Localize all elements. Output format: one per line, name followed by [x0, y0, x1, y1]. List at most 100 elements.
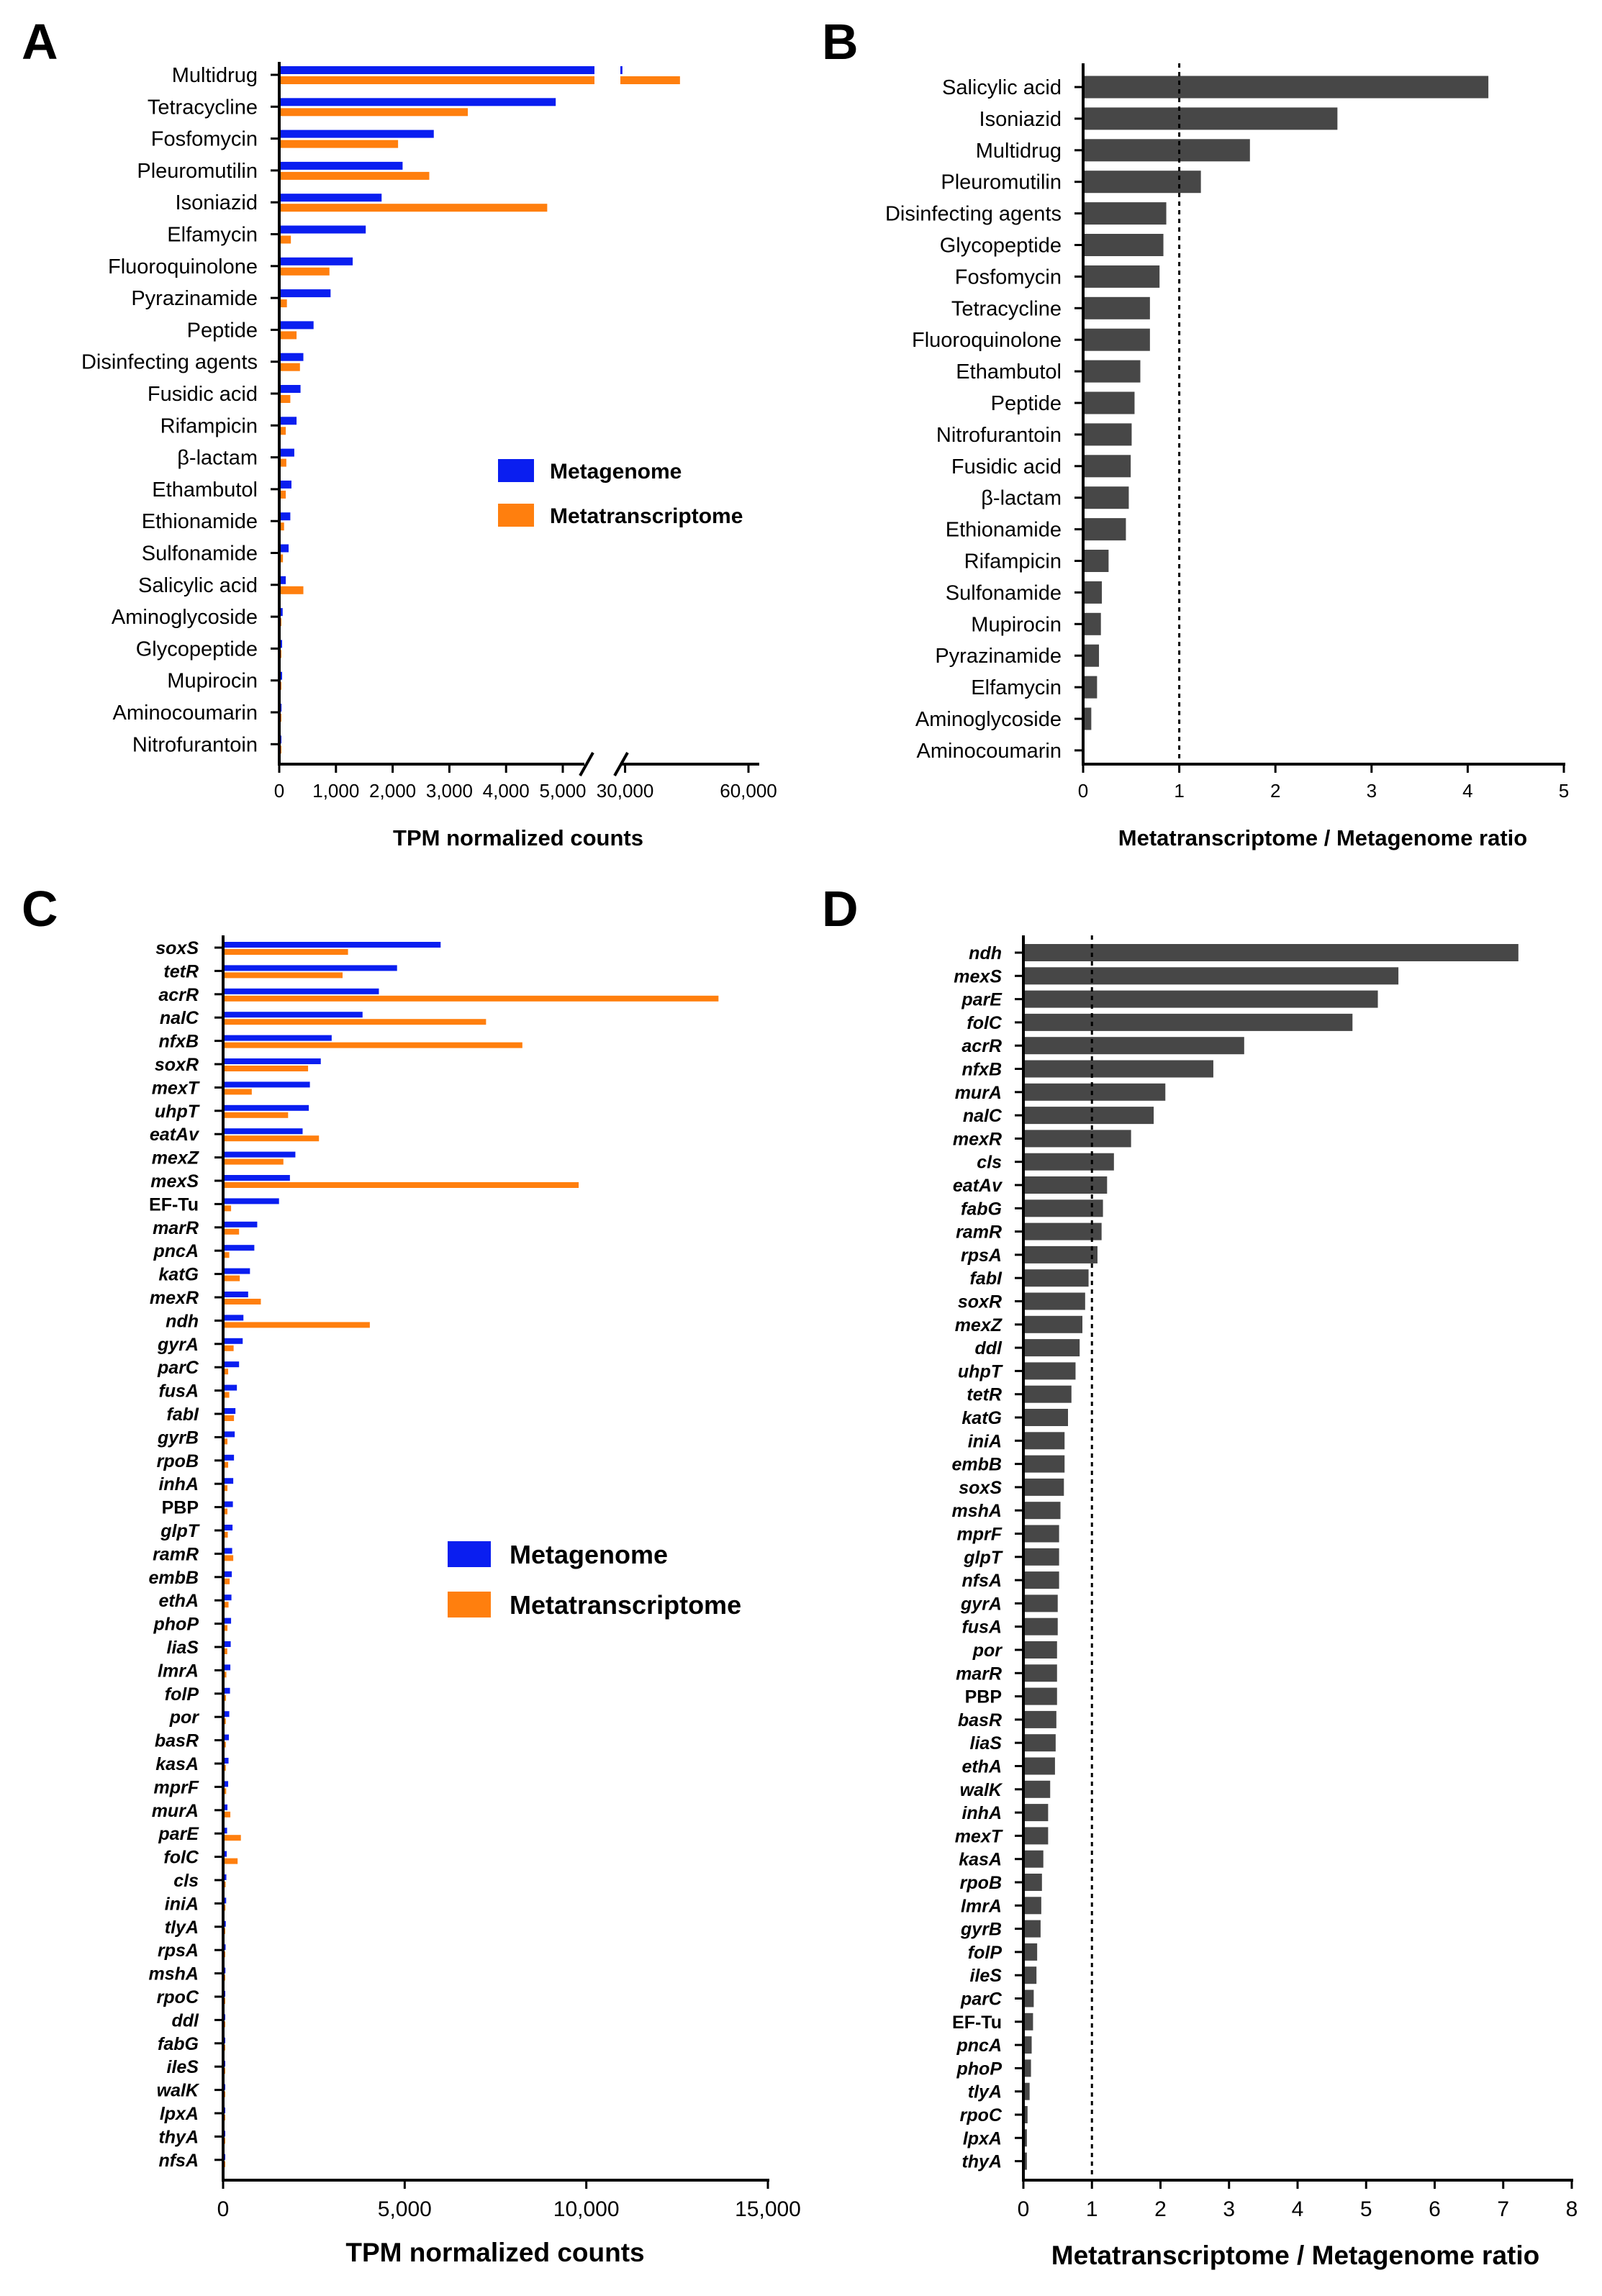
panel-a-bar-metatranscriptome: [281, 586, 304, 594]
panel-a-bar-metagenome: [281, 448, 294, 457]
panel-b-category-label: Salicylic acid: [942, 76, 1062, 99]
panel-d-bar-folp: [1025, 1943, 1038, 1961]
panel-a-xlabel: TPM normalized counts: [393, 825, 643, 850]
panel-d-category-label: mexS: [954, 966, 1002, 986]
panel-c-bar-metatranscriptome: [225, 1858, 238, 1864]
panel-b-x-tick-label: 2: [1270, 780, 1280, 802]
panel-c-xlabel: TPM normalized counts: [345, 2238, 644, 2267]
panel-a-category-label: Aminoglycoside: [112, 606, 258, 629]
panel-d-bar-rpsa: [1025, 1245, 1098, 1263]
panel-a-bar-metatranscriptome: [281, 76, 680, 84]
panel-d-bar-nfxb: [1025, 1060, 1213, 1078]
panel-a-bar-metatranscriptome: [281, 458, 286, 467]
panel-c-bar-metatranscriptome: [225, 1882, 226, 1887]
panel-b-bar-mupirocin: [1085, 612, 1101, 635]
panel-d-category-label: ramR: [956, 1222, 1002, 1243]
panel-d-bar-rpob: [1025, 1874, 1042, 1891]
panel-d-category-label: mexT: [955, 1826, 1004, 1846]
panel-d-bar-lmra: [1025, 1897, 1041, 1915]
panel-b-category-label: Fluoroquinolone: [912, 329, 1062, 352]
panel-d-x-tick-label: 2: [1154, 2197, 1167, 2221]
panel-c-x-tick-label: 15,000: [735, 2197, 801, 2221]
panel-d-xlabel: Metatranscriptome / Metagenome ratio: [1051, 2241, 1539, 2270]
panel-c-category-label: mprF: [154, 1777, 199, 1797]
panel-b-chart: Metatranscriptome / Metagenome ratio 0 1 2…: [885, 63, 1569, 850]
panel-d-bar-eatav: [1025, 1176, 1108, 1194]
panel-c-category-label: folP: [165, 1684, 199, 1705]
panel-d-bar-ndh: [1025, 944, 1519, 961]
panel-b-category-label: Pyrazinamide: [935, 645, 1062, 668]
panel-b-category-label: Rifampicin: [964, 550, 1062, 573]
panel-c-bar-metatranscriptome: [225, 1345, 234, 1351]
panel-a-bar-metagenome: [281, 480, 291, 489]
panel-b-category-label: Glycopeptide: [940, 235, 1062, 258]
panel-c-bar-metagenome: [225, 1874, 227, 1880]
panel-c-bar-metagenome: [225, 1920, 226, 1927]
panel-a-category-label: Ethambutol: [152, 478, 258, 502]
panel-d-bar-tlya: [1025, 2082, 1030, 2100]
panel-a-bar-metatranscriptome: [281, 522, 284, 531]
panel-c-bar-metagenome: [225, 1758, 229, 1764]
panel-c-bar-metagenome: [225, 1617, 232, 1624]
panel-b-bar-lactam: [1085, 486, 1129, 509]
panel-a-category-label: Fosfomycin: [151, 128, 258, 151]
panel-c-category-label: thyA: [158, 2127, 199, 2147]
panel-c-bar-metagenome: [225, 1641, 231, 1647]
panel-a-bar-metatranscriptome: [281, 171, 430, 180]
panel-d-bar-fabg: [1025, 1199, 1103, 1217]
panel-c-bar-metagenome: [225, 988, 379, 994]
panel-a-x-tick-label: 3,000: [426, 780, 473, 802]
panel-c-category-label: mexR: [150, 1288, 199, 1308]
panel-d-bar-embb: [1025, 1455, 1065, 1473]
panel-d-bar-ddl: [1025, 1339, 1080, 1357]
panel-d-x-tick-label: 3: [1223, 2197, 1235, 2221]
panel-a-bar-metatranscriptome: [281, 204, 548, 212]
panel-d-x-tick-label: 8: [1566, 2197, 1578, 2221]
panel-c-bar-metatranscriptome: [225, 1765, 226, 1771]
panel-c-bar-metagenome: [225, 1594, 232, 1601]
panel-c-bar-metatranscriptome: [225, 949, 348, 955]
panel-d-bar-tetr: [1025, 1385, 1072, 1403]
panel-d-bar-walk: [1025, 1780, 1051, 1798]
panel-b-category-label: Sulfonamide: [946, 581, 1062, 604]
panel-d-x-tick-label: 7: [1497, 2197, 1509, 2221]
panel-c-category-label: nalC: [160, 1008, 199, 1028]
panel-c-category-label: tetR: [163, 961, 199, 981]
panel-c-bar-metatranscriptome: [225, 1205, 232, 1212]
panel-a-bar-metagenome: [281, 225, 366, 234]
panel-a-category-label: Isoniazid: [176, 191, 258, 214]
panel-a-category-label: Disinfecting agents: [81, 351, 258, 374]
panel-a-legend-metatranscriptome-swatch: [498, 504, 534, 527]
panel-d-category-label: cls: [977, 1153, 1002, 1173]
panel-c-category-label: parC: [157, 1358, 199, 1378]
panel-b-bar-disinfecting-agents: [1085, 202, 1167, 225]
panel-d-bar-lpxa: [1025, 2129, 1027, 2147]
panel-d-category-label: EF-Tu: [952, 2013, 1002, 2033]
panel-c-bar-metatranscriptome: [225, 1811, 231, 1818]
panel-b-category-label: Fosfomycin: [955, 266, 1062, 289]
panel-c-bar-metagenome: [225, 1478, 234, 1484]
panel-d-bar-gyra: [1025, 1594, 1058, 1612]
panel-d-bar-parc: [1025, 1989, 1034, 2007]
panel-c-category-label: mexZ: [152, 1148, 200, 1169]
panel-c-category-label: nfsA: [158, 2151, 199, 2171]
panel-d-bar-mexz: [1025, 1315, 1083, 1333]
panel-c-bar-metatranscriptome: [225, 1508, 228, 1515]
panel-c-category-label: nfxB: [158, 1032, 199, 1052]
panel-a-category-label: Fusidic acid: [148, 383, 258, 406]
panel-c-bar-metagenome: [225, 1548, 232, 1554]
panel-d-category-label: ileS: [970, 1966, 1003, 1986]
panel-c-bar-metatranscriptome: [225, 1182, 579, 1188]
panel-c-bar-metagenome: [225, 1851, 227, 1857]
panel-d-category-label: eatAv: [953, 1176, 1003, 1196]
panel-c-category-label: ramR: [153, 1544, 199, 1564]
panel-c-bar-metagenome: [225, 1128, 303, 1135]
panel-d-category-label: mexZ: [955, 1315, 1003, 1335]
panel-d-category-label: kasA: [959, 1850, 1002, 1870]
panel-c-category-label: rpoB: [157, 1451, 199, 1471]
panel-a-x-tick-label: 30,000: [597, 780, 654, 802]
panel-d-category-label: acrR: [961, 1036, 1002, 1056]
panel-d-category-label: walK: [960, 1780, 1003, 1800]
panel-c-bar-metatranscriptome: [225, 1602, 229, 1608]
panel-b-category-label: Mupirocin: [971, 613, 1062, 636]
